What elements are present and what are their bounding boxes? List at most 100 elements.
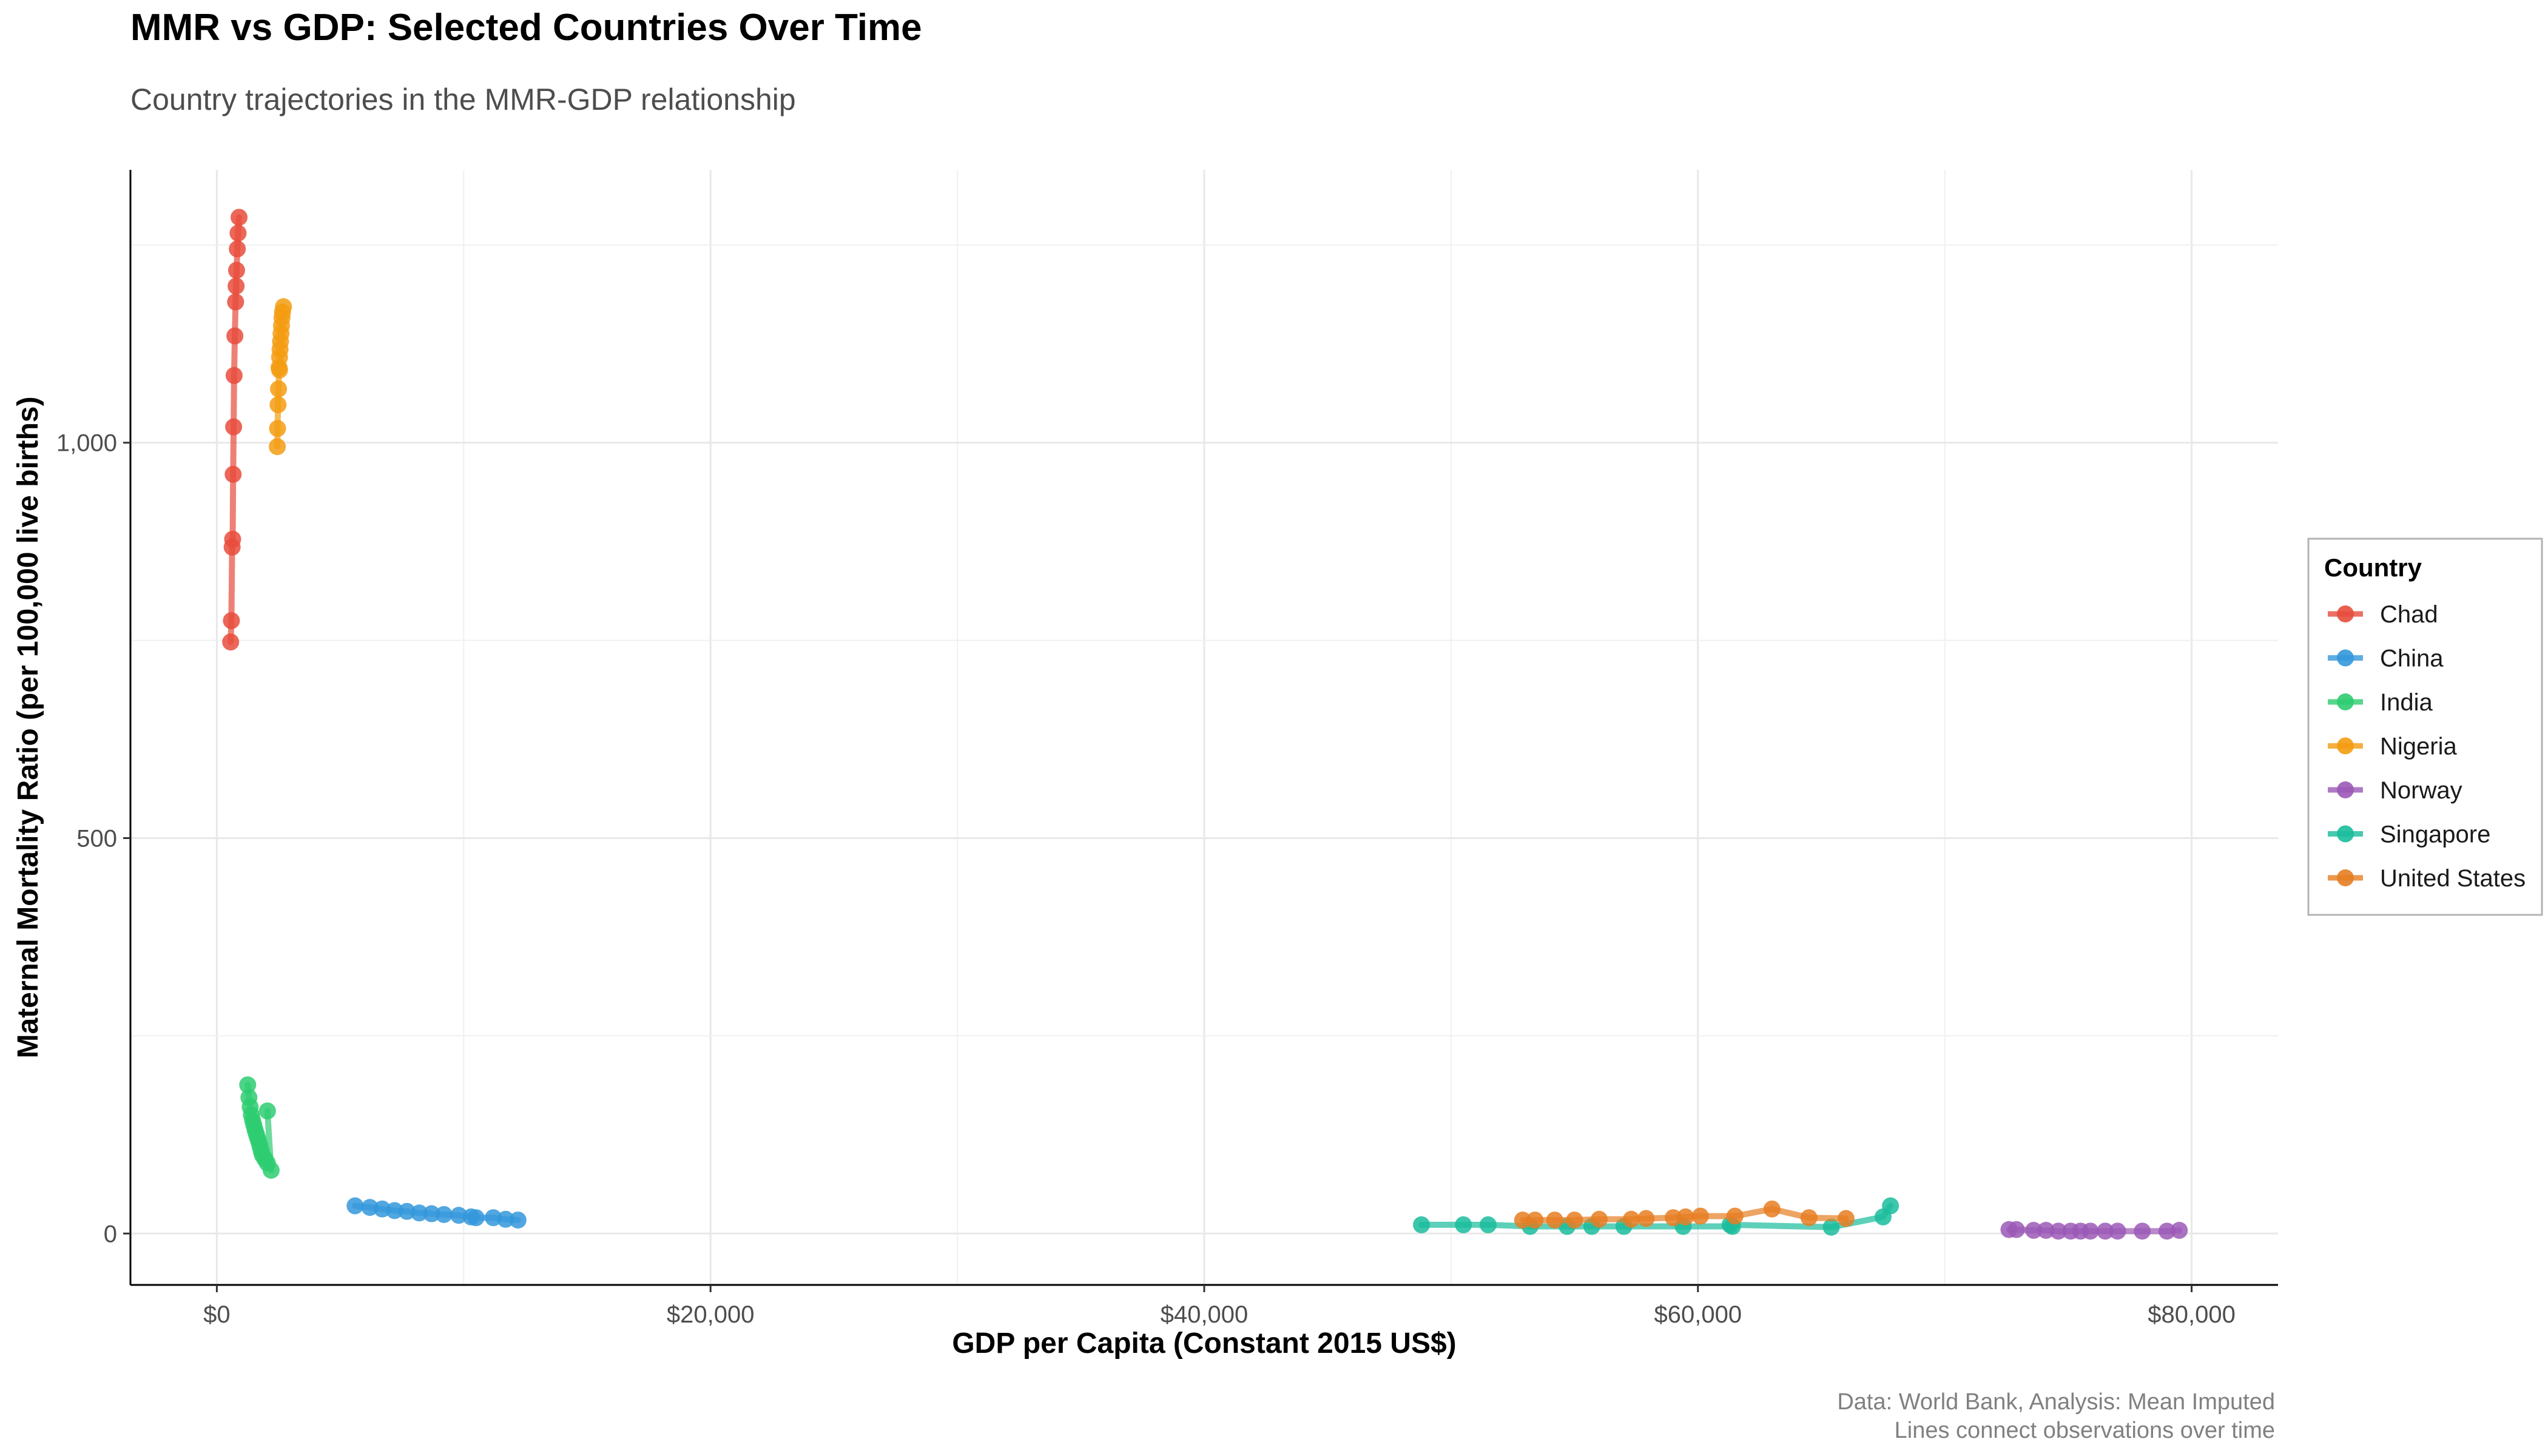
- data-point: [1591, 1210, 1608, 1228]
- legend-key-point: [2337, 825, 2354, 843]
- data-point: [269, 396, 287, 414]
- legend-item-united-states: United States: [2328, 865, 2526, 892]
- data-point: [228, 277, 245, 295]
- data-point: [228, 261, 245, 279]
- legend-label: India: [2380, 689, 2433, 716]
- legend-key-point: [2337, 693, 2354, 710]
- series-layer: [222, 209, 2188, 1240]
- data-point: [1622, 1210, 1640, 1228]
- data-point: [227, 293, 244, 311]
- caption-line-1: Data: World Bank, Analysis: Mean Imputed: [1837, 1389, 2275, 1415]
- data-point: [258, 1102, 276, 1120]
- data-point: [1800, 1209, 1818, 1227]
- data-point: [2134, 1222, 2151, 1240]
- data-point: [361, 1199, 379, 1216]
- data-point: [386, 1202, 403, 1219]
- x-tick-label: $20,000: [667, 1301, 755, 1328]
- y-tick-label: 1,000: [56, 430, 117, 457]
- data-point: [2049, 1222, 2067, 1240]
- legend-label: United States: [2380, 865, 2526, 892]
- data-point: [2109, 1222, 2126, 1240]
- data-point: [374, 1200, 391, 1218]
- legend-label: China: [2380, 645, 2444, 672]
- data-point: [1763, 1200, 1781, 1218]
- data-point: [222, 633, 240, 651]
- series-nigeria: [269, 298, 292, 456]
- data-point: [1837, 1210, 1855, 1227]
- data-point: [497, 1210, 514, 1228]
- legend-item-norway: Norway: [2328, 777, 2462, 804]
- series-chad: [222, 209, 248, 651]
- data-point: [269, 420, 286, 437]
- data-point: [275, 298, 292, 315]
- chart-title: MMR vs GDP: Selected Countries Over Time: [130, 7, 922, 49]
- data-point: [467, 1209, 485, 1227]
- x-tick-label: $80,000: [2148, 1301, 2236, 1328]
- legend-label: Norway: [2380, 777, 2462, 804]
- series-india: [239, 1076, 280, 1179]
- data-point: [423, 1205, 440, 1222]
- data-point: [2171, 1222, 2188, 1239]
- data-point: [435, 1205, 453, 1223]
- data-point: [2025, 1222, 2043, 1239]
- legend-item-india: India: [2328, 689, 2433, 716]
- data-point: [1455, 1216, 1472, 1233]
- data-point: [1514, 1212, 1531, 1229]
- legend-item-chad: Chad: [2328, 601, 2438, 628]
- legend: Country Chad China India Nigeria Norway Singap…: [2307, 538, 2543, 916]
- series-china: [346, 1197, 527, 1229]
- data-point: [1546, 1212, 1563, 1229]
- data-point: [1822, 1218, 1840, 1236]
- data-point: [1566, 1212, 1583, 1229]
- legend-key-point: [2337, 649, 2354, 667]
- y-tick-label: 0: [104, 1221, 117, 1247]
- legend-label: Nigeria: [2380, 733, 2457, 760]
- legend-item-china: China: [2328, 645, 2444, 672]
- data-point: [225, 418, 243, 436]
- data-point: [1637, 1210, 1655, 1227]
- x-tick-label: $0: [203, 1301, 231, 1328]
- legend-key-point: [2337, 869, 2354, 886]
- data-point: [1665, 1209, 1682, 1227]
- legend-item-nigeria: Nigeria: [2328, 733, 2457, 760]
- chart-subtitle: Country trajectories in the MMR-GDP rela…: [130, 83, 796, 116]
- data-point: [1882, 1197, 1899, 1215]
- series-norway: [2000, 1221, 2188, 1240]
- y-axis-title: Maternal Mortality Ratio (per 100,000 li…: [12, 397, 44, 1059]
- x-tick-label: $60,000: [1654, 1301, 1742, 1328]
- data-point: [1691, 1207, 1709, 1225]
- data-point: [1413, 1216, 1431, 1233]
- legend-box: [2307, 538, 2543, 916]
- series-united-states: [1514, 1200, 1855, 1229]
- y-tick-label: 500: [76, 825, 117, 852]
- legend-key-point: [2337, 737, 2354, 755]
- data-point: [1726, 1207, 1744, 1225]
- legend-label: Chad: [2380, 601, 2438, 628]
- data-point: [2097, 1222, 2114, 1240]
- data-point: [224, 530, 241, 548]
- data-point: [485, 1209, 502, 1227]
- data-point: [224, 465, 242, 483]
- legend-key-point: [2337, 605, 2354, 622]
- legend-item-singapore: Singapore: [2328, 821, 2490, 848]
- data-point: [270, 380, 288, 398]
- data-point: [269, 438, 286, 456]
- data-point: [271, 361, 288, 379]
- data-point: [509, 1212, 527, 1229]
- data-point: [262, 1161, 280, 1179]
- data-point: [223, 612, 240, 630]
- tick-labels: $0 $20,000 $40,000 $60,000 $80,000 0 500 1,000: [56, 430, 2236, 1328]
- data-point: [231, 209, 248, 226]
- data-point: [2007, 1221, 2025, 1238]
- data-point: [2081, 1222, 2099, 1240]
- data-point: [1677, 1208, 1694, 1225]
- legend-title: Country: [2324, 553, 2422, 582]
- x-axis-title: GDP per Capita (Constant 2015 US$): [952, 1327, 1456, 1360]
- data-point: [229, 224, 247, 242]
- data-point: [225, 366, 243, 384]
- x-tick-label: $40,000: [1161, 1301, 1249, 1328]
- data-point: [226, 327, 244, 345]
- data-point: [1479, 1216, 1497, 1233]
- data-point: [346, 1197, 364, 1215]
- grid-lines: [130, 170, 2278, 1285]
